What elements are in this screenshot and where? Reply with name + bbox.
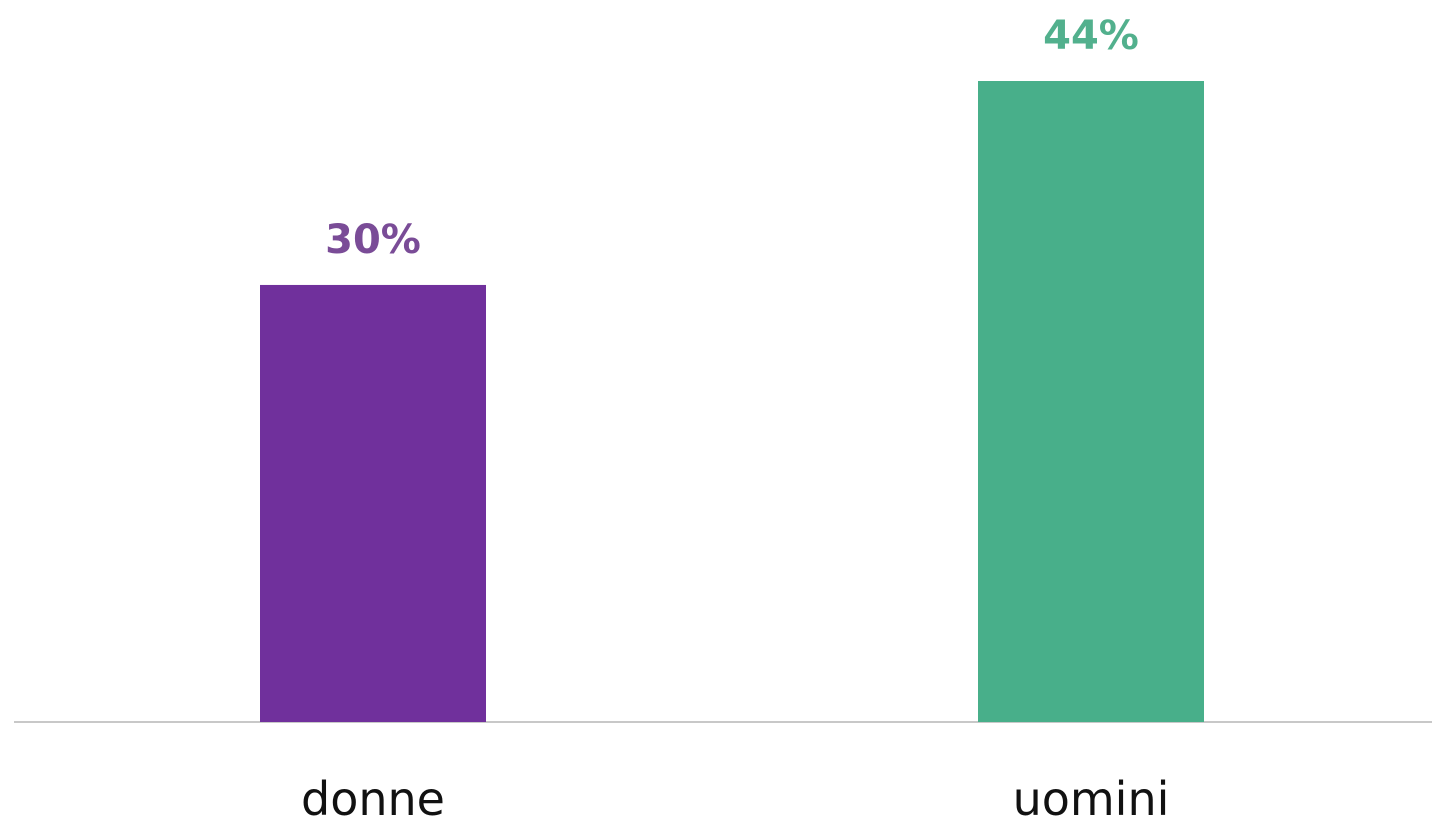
value-label-donne: 30% bbox=[325, 217, 421, 263]
value-label-uomini: 44% bbox=[1043, 13, 1139, 59]
category-label-uomini: uomini bbox=[1013, 772, 1170, 823]
category-label-donne: donne bbox=[301, 772, 445, 823]
bar-donne bbox=[260, 284, 486, 722]
bar-uomini bbox=[978, 81, 1204, 722]
